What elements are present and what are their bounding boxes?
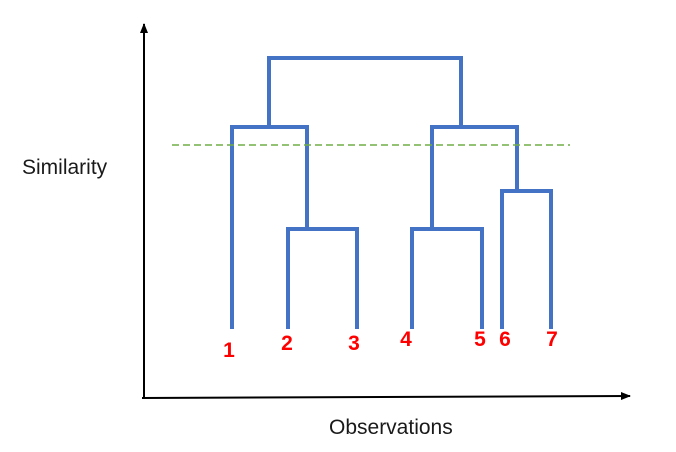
link-45-67 <box>430 125 519 231</box>
leaf-label-7: 7 <box>546 328 558 351</box>
link-2-3 <box>286 227 359 329</box>
link-6-7 <box>500 189 553 329</box>
dendrogram-tree <box>230 56 553 329</box>
y-axis-label: Similarity <box>22 156 108 179</box>
leaf-label-3: 3 <box>348 332 360 355</box>
leaf-label-2: 2 <box>281 332 293 355</box>
link-4-5 <box>410 227 484 329</box>
leaf-label-5: 5 <box>474 328 486 351</box>
x-axis-label: Observations <box>329 416 453 439</box>
leaf-label-6: 6 <box>499 328 511 351</box>
x-axis <box>141 392 631 401</box>
leaf-label-4: 4 <box>400 328 412 351</box>
leaf-label-1: 1 <box>223 339 235 362</box>
link-root <box>267 56 463 129</box>
